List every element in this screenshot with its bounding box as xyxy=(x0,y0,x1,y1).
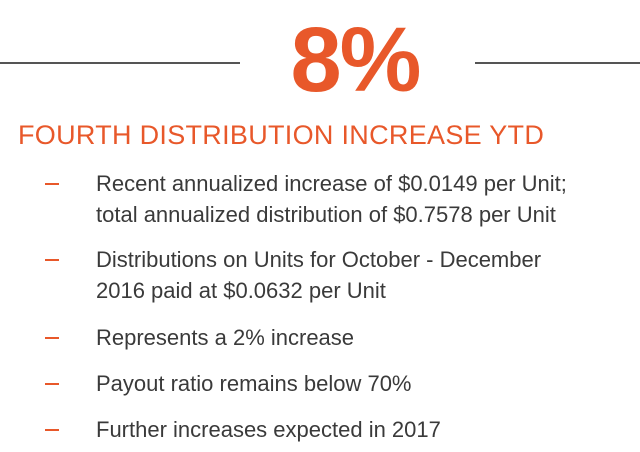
heading: FOURTH DISTRIBUTION INCREASE YTD xyxy=(18,120,545,150)
bullet-dash xyxy=(45,183,59,185)
bullet-text: total annualized distribution of $0.7578… xyxy=(96,202,556,227)
bullet-text: Payout ratio remains below 70% xyxy=(96,371,412,396)
headline: 8% xyxy=(290,9,422,111)
bullet-text: Represents a 2% increase xyxy=(96,325,355,350)
bullet-text: Recent annualized increase of $0.0149 pe… xyxy=(96,171,567,196)
bullet-text: 2016 paid at $0.0632 per Unit xyxy=(96,278,386,303)
bullet-dash xyxy=(45,337,59,339)
divider-line xyxy=(475,62,640,64)
bullet-dash xyxy=(45,383,59,385)
bullet-dash xyxy=(45,429,59,431)
divider-line xyxy=(0,62,240,64)
bullet-text: Further increases expected in 2017 xyxy=(96,417,441,442)
bullet-text: Distributions on Units for October - Dec… xyxy=(96,247,542,272)
bullet-dash xyxy=(45,259,59,261)
